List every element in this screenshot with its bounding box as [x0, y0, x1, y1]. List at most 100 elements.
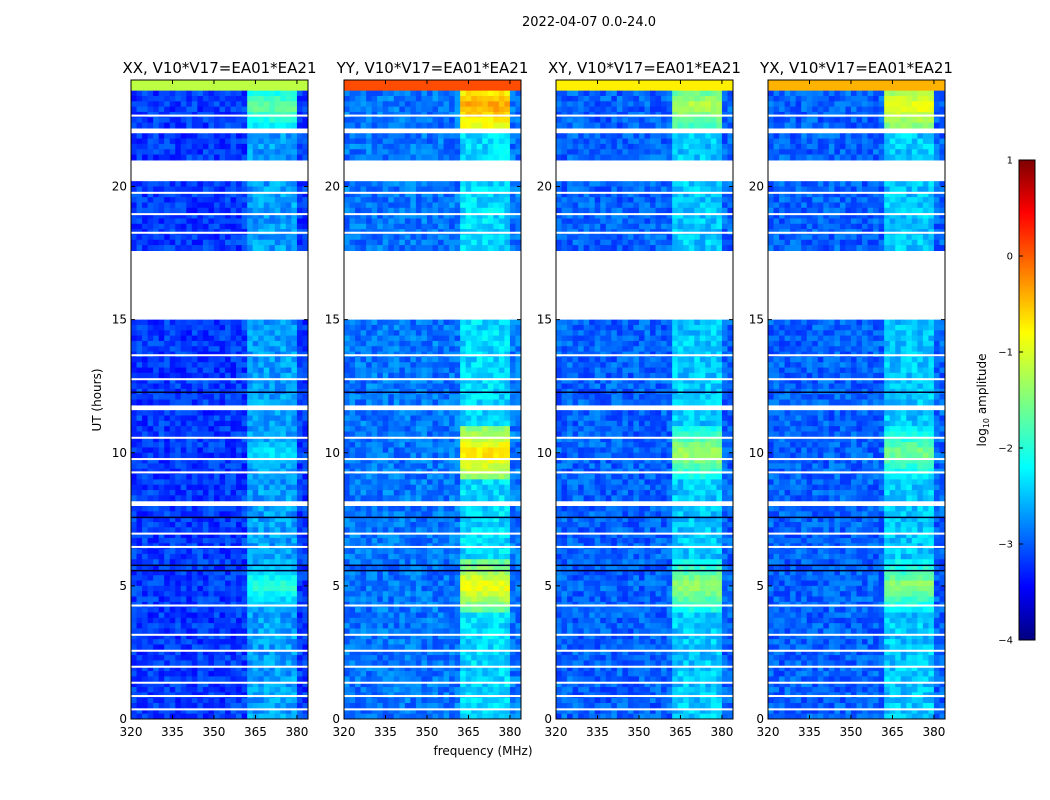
heatmap-cell: [482, 245, 489, 251]
heatmap-cell: [296, 623, 304, 630]
heatmap-cell: [296, 202, 304, 209]
heatmap-cell: [465, 138, 472, 145]
heatmap-cell: [449, 356, 456, 363]
heatmap-cell: [471, 346, 478, 353]
heatmap-cell: [147, 122, 154, 129]
heatmap-cell: [147, 671, 154, 677]
heatmap-cell: [404, 324, 411, 331]
heatmap-cell: [482, 218, 489, 225]
heatmap-cell: [493, 95, 500, 102]
heatmap-cell: [515, 335, 521, 342]
heatmap-cell: [247, 138, 254, 145]
heatmap-cell: [366, 138, 373, 145]
heatmap-cell: [219, 521, 226, 528]
heatmap-cell: [247, 585, 254, 592]
heatmap-cell: [241, 218, 248, 225]
heatmap-cell: [175, 585, 182, 592]
heatmap-cell: [366, 186, 373, 193]
heatmap-cell: [191, 569, 198, 576]
heatmap-cell: [263, 649, 270, 656]
heatmap-cell: [213, 340, 221, 347]
heatmap-cell: [169, 623, 176, 630]
heatmap-cell: [241, 213, 248, 220]
heatmap-cell: [482, 447, 489, 454]
heatmap-cell: [258, 607, 265, 614]
heatmap-cell: [426, 362, 434, 369]
heatmap-cell: [291, 676, 298, 683]
heatmap-cell: [258, 191, 265, 198]
heatmap-cell: [225, 367, 232, 374]
heatmap-cell: [142, 324, 149, 331]
heatmap-cell: [263, 676, 270, 683]
heatmap-cell: [241, 138, 248, 145]
heatmap-cell: [269, 452, 276, 459]
heatmap-cell: [142, 319, 149, 326]
heatmap-cell: [426, 372, 434, 379]
heatmap-cell: [438, 330, 445, 337]
heatmap-cell: [415, 223, 423, 230]
heatmap-cell: [302, 122, 308, 129]
heatmap-cell: [432, 372, 439, 379]
heatmap-cell: [208, 521, 215, 528]
heatmap-cell: [366, 90, 373, 97]
heatmap-cell: [180, 117, 187, 124]
heatmap-cell: [213, 319, 221, 326]
heatmap-cell: [241, 639, 248, 646]
heatmap-cell: [208, 697, 215, 704]
heatmap-cell: [153, 559, 160, 566]
heatmap-cell: [280, 458, 287, 464]
heatmap-cell: [136, 511, 143, 518]
heatmap-cell: [426, 239, 434, 246]
heatmap-cell: [142, 239, 149, 246]
heatmap-cell: [291, 143, 298, 150]
heatmap-cell: [269, 394, 276, 401]
heatmap-cell: [241, 330, 248, 337]
heatmap-cell: [241, 394, 248, 401]
heatmap-cell: [197, 548, 204, 555]
heatmap-cell: [280, 378, 287, 385]
heatmap-cell: [504, 213, 511, 220]
heatmap-cell: [393, 181, 400, 188]
flag-stripe: [131, 114, 308, 117]
heatmap-cell: [142, 138, 149, 145]
heatmap-cell: [504, 117, 511, 124]
heatmap-cell: [180, 607, 187, 614]
heatmap-cell: [344, 234, 351, 241]
heatmap-cell: [147, 356, 154, 363]
heatmap-cell: [432, 191, 439, 198]
heatmap-cell: [349, 447, 356, 454]
heatmap-cell: [191, 655, 198, 662]
heatmap-cell: [236, 580, 243, 587]
heatmap-cell: [404, 335, 411, 342]
heatmap-cell: [208, 149, 215, 156]
heatmap-cell: [454, 463, 461, 470]
heatmap-cell: [498, 367, 506, 374]
heatmap-cell: [208, 420, 215, 427]
heatmap-cell: [269, 506, 276, 512]
heatmap-cell: [285, 335, 293, 342]
heatmap-cell: [344, 356, 351, 363]
heatmap-cell: [142, 665, 149, 672]
heatmap-cell: [344, 197, 351, 204]
heatmap-cell: [285, 239, 293, 246]
heatmap-cell: [263, 521, 270, 528]
heatmap-cell: [274, 474, 281, 480]
heatmap-cell: [509, 378, 517, 385]
heatmap-cell: [225, 378, 232, 385]
heatmap-cell: [291, 447, 298, 454]
heatmap-cell: [280, 649, 287, 656]
heatmap-cell: [164, 239, 171, 246]
heatmap-cell: [285, 708, 293, 715]
heatmap-cell: [202, 431, 210, 438]
heatmap-cell: [426, 383, 434, 390]
heatmap-cell: [158, 191, 165, 198]
heatmap-cell: [131, 559, 138, 566]
heatmap-cell: [252, 154, 259, 161]
heatmap-cell: [252, 580, 259, 587]
heatmap-cell: [186, 511, 193, 518]
heatmap-cell: [186, 442, 193, 449]
heatmap-cell: [197, 218, 204, 225]
heatmap-cell: [219, 516, 226, 523]
heatmap-cell: [476, 431, 483, 438]
heatmap-cell: [169, 687, 176, 693]
